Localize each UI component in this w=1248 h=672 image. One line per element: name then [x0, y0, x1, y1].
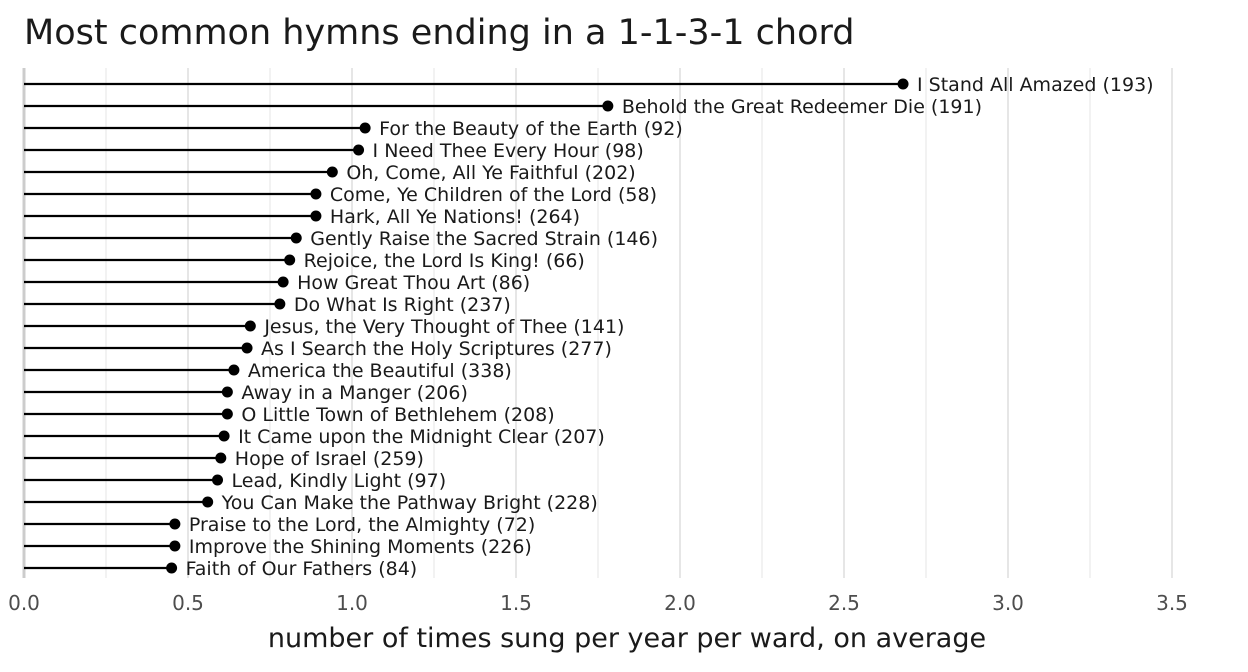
- lollipop-item: Praise to the Lord, the Almighty (72): [24, 514, 535, 536]
- x-tick-label: 2.5: [828, 591, 860, 615]
- lollipop-item: Improve the Shining Moments (226): [24, 536, 532, 558]
- gridlines: [105, 68, 1173, 578]
- data-label: Improve the Shining Moments (226): [189, 536, 532, 558]
- lollipop-item: Away in a Manger (206): [24, 382, 468, 404]
- lollipop-item: Do What Is Right (237): [24, 294, 511, 316]
- x-tick-label: 0.0: [8, 591, 40, 615]
- data-label: Oh, Come, All Ye Faithful (202): [346, 162, 635, 184]
- x-tick-label: 1.0: [336, 591, 368, 615]
- data-label: America the Beautiful (338): [248, 360, 512, 382]
- data-point: [169, 540, 181, 552]
- data-label: Gently Raise the Sacred Strain (146): [310, 228, 658, 250]
- data-point: [221, 408, 233, 420]
- x-axis-ticks: 0.0 0.5 1.0 1.5 2.0 2.5 3.0 3.5: [8, 591, 1188, 615]
- data-label: I Stand All Amazed (193): [917, 74, 1154, 96]
- data-point: [284, 254, 296, 266]
- data-point: [310, 210, 322, 222]
- data-point: [897, 78, 909, 90]
- data-point: [274, 298, 286, 310]
- data-point: [277, 276, 289, 288]
- lollipop-item: As I Search the Holy Scriptures (277): [24, 338, 612, 360]
- data-point: [290, 232, 302, 244]
- data-label: Come, Ye Children of the Lord (58): [330, 184, 657, 206]
- data-point: [602, 100, 614, 112]
- lollipop-item: Rejoice, the Lord Is King! (66): [24, 250, 585, 272]
- data-label: Lead, Kindly Light (97): [232, 470, 447, 492]
- data-point: [241, 342, 253, 354]
- data-label: O Little Town of Bethlehem (208): [241, 404, 554, 426]
- data-point: [169, 518, 181, 530]
- data-point: [244, 320, 256, 332]
- lollipop-item: Oh, Come, All Ye Faithful (202): [24, 162, 636, 184]
- data-label: You Can Make the Pathway Bright (228): [221, 492, 598, 514]
- lollipop-item: O Little Town of Bethlehem (208): [24, 404, 555, 426]
- data-label: Hark, All Ye Nations! (264): [330, 206, 580, 228]
- lollipop-item: Gently Raise the Sacred Strain (146): [24, 228, 658, 250]
- lollipop-item: It Came upon the Midnight Clear (207): [24, 426, 605, 448]
- data-point: [326, 166, 338, 178]
- x-tick-label: 2.0: [664, 591, 696, 615]
- x-tick-label: 3.0: [992, 591, 1024, 615]
- lollipop-item: Lead, Kindly Light (97): [24, 470, 446, 492]
- data-label: Hope of Israel (259): [235, 448, 424, 470]
- x-axis-title: number of times sung per year per ward, …: [268, 623, 986, 654]
- data-point: [310, 188, 322, 200]
- data-point: [166, 562, 178, 574]
- chart-marks: I Stand All Amazed (193)Behold the Great…: [24, 74, 1154, 580]
- lollipop-item: Hope of Israel (259): [24, 448, 424, 470]
- lollipop-item: Faith of Our Fathers (84): [24, 558, 417, 580]
- data-label: Rejoice, the Lord Is King! (66): [304, 250, 585, 272]
- data-label: Praise to the Lord, the Almighty (72): [189, 514, 535, 536]
- chart-title: Most common hymns ending in a 1-1-3-1 ch…: [24, 13, 855, 53]
- lollipop-item: You Can Make the Pathway Bright (228): [24, 492, 598, 514]
- data-label: Do What Is Right (237): [294, 294, 511, 316]
- data-label: As I Search the Holy Scriptures (277): [261, 338, 612, 360]
- data-point: [202, 496, 214, 508]
- data-label: Faith of Our Fathers (84): [186, 558, 418, 580]
- lollipop-item: How Great Thou Art (86): [24, 272, 530, 294]
- lollipop-item: Behold the Great Redeemer Die (191): [24, 96, 982, 118]
- data-point: [221, 386, 233, 398]
- lollipop-item: Jesus, the Very Thought of Thee (141): [24, 316, 624, 338]
- x-tick-label: 1.5: [500, 591, 532, 615]
- lollipop-item: I Need Thee Every Hour (98): [24, 140, 644, 162]
- data-point: [212, 474, 224, 486]
- data-point: [215, 452, 227, 464]
- data-label: I Need Thee Every Hour (98): [373, 140, 644, 162]
- x-tick-label: 0.5: [172, 591, 204, 615]
- data-label: Jesus, the Very Thought of Thee (141): [263, 316, 624, 338]
- x-tick-label: 3.5: [1156, 591, 1188, 615]
- lollipop-item: Hark, All Ye Nations! (264): [24, 206, 580, 228]
- data-point: [228, 364, 240, 376]
- lollipop-item: For the Beauty of the Earth (92): [24, 118, 683, 140]
- lollipop-item: America the Beautiful (338): [24, 360, 512, 382]
- data-label: For the Beauty of the Earth (92): [379, 118, 683, 140]
- data-label: Behold the Great Redeemer Die (191): [622, 96, 982, 118]
- data-point: [218, 430, 230, 442]
- data-label: Away in a Manger (206): [241, 382, 468, 404]
- data-label: It Came upon the Midnight Clear (207): [238, 426, 605, 448]
- data-point: [353, 144, 365, 156]
- data-label: How Great Thou Art (86): [297, 272, 530, 294]
- lollipop-item: Come, Ye Children of the Lord (58): [24, 184, 657, 206]
- data-point: [359, 122, 371, 134]
- lollipop-item: I Stand All Amazed (193): [24, 74, 1154, 96]
